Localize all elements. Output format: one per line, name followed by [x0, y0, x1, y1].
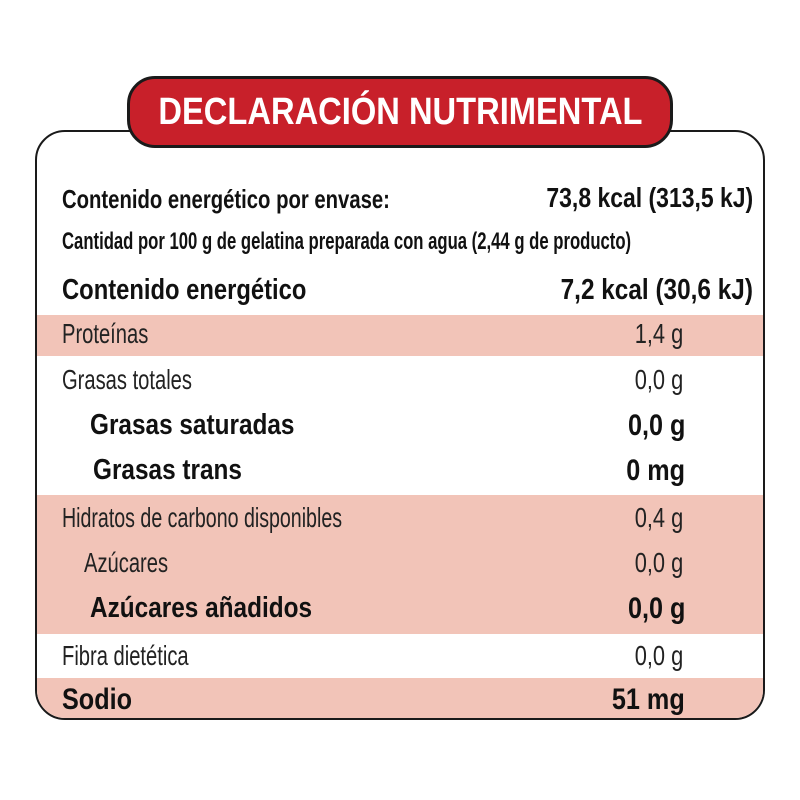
shade-band-proteins [37, 315, 763, 356]
nutrient-value-added-sugars: 0,0 g [627, 592, 685, 625]
nutrient-label-carbohydrates: Hidratos de carbono disponibles [62, 502, 343, 533]
energy-value: 7,2 kcal (30,6 kJ) [560, 274, 753, 306]
energy-per-container-value: 73,8 kcal (313,5 kJ) [546, 182, 753, 213]
nutrient-label-sodium: Sodio [62, 683, 132, 716]
nutrient-value-saturated-fat: 0,0 g [627, 409, 685, 442]
nutrient-value-sugars: 0,0 g [634, 547, 683, 578]
nutrient-value-trans-fat: 0 mg [626, 454, 685, 487]
nutrient-label-proteins: Proteínas [62, 318, 149, 349]
energy-label: Contenido energético [62, 274, 307, 306]
energy-per-container-label: Contenido energético por envase: [62, 184, 390, 214]
nutrient-value-proteins: 1,4 g [634, 318, 683, 349]
nutrient-label-added-sugars: Azúcares añadidos [90, 592, 313, 624]
nutrient-label-fiber: Fibra dietética [62, 640, 189, 671]
serving-note: Cantidad por 100 g de gelatina preparada… [62, 228, 632, 255]
nutrient-value-sodium: 51 mg [612, 683, 685, 716]
nutrient-label-total-fat: Grasas totales [62, 364, 192, 395]
shade-band-carbs [37, 495, 763, 634]
title-text: DECLARACIÓN NUTRIMENTAL [157, 90, 643, 133]
nutrient-value-carbohydrates: 0,4 g [634, 502, 683, 533]
nutrient-value-total-fat: 0,0 g [634, 364, 683, 395]
title-banner: DECLARACIÓN NUTRIMENTAL [127, 76, 673, 148]
nutrient-label-saturated-fat: Grasas saturadas [90, 409, 295, 441]
nutrient-label-sugars: Azúcares [84, 547, 169, 578]
shade-band-sodium [37, 678, 763, 718]
nutrient-label-trans-fat: Grasas trans [93, 454, 242, 486]
nutrient-value-fiber: 0,0 g [634, 640, 683, 671]
nutrition-panel: Contenido energético por envase: 73,8 kc… [35, 130, 765, 720]
